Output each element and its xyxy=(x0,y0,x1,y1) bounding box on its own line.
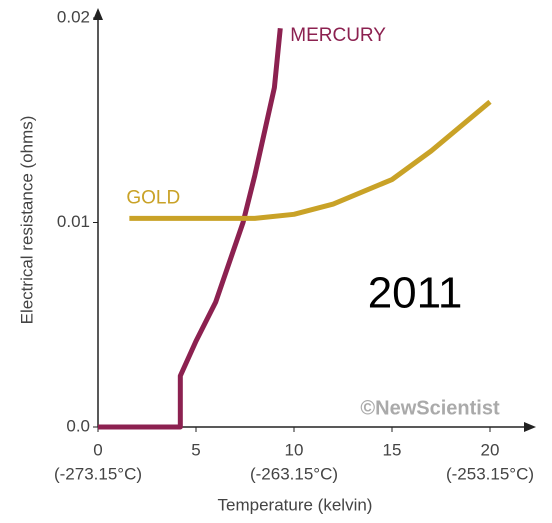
y-axis-label: Electrical resistance (ohms) xyxy=(17,116,36,325)
y-tick-label: 0.01 xyxy=(57,212,90,231)
x-tick-label: 5 xyxy=(191,440,200,459)
credit: ©NewScientist xyxy=(360,397,500,419)
x-tick-label: 20 xyxy=(481,440,500,459)
series-label: GOLD xyxy=(126,187,180,208)
y-tick-label: 0.0 xyxy=(66,416,90,435)
x-axis-label: Temperature (kelvin) xyxy=(218,495,373,514)
x-axis-arrow xyxy=(524,422,536,432)
x-tick-sublabel: (-273.15°C) xyxy=(54,464,142,483)
year-label: 2011 xyxy=(368,269,463,318)
y-tick-label: 0.02 xyxy=(57,7,90,26)
y-axis-arrow xyxy=(93,8,103,20)
x-tick-label: 10 xyxy=(285,440,304,459)
series-label: MERCURY xyxy=(290,25,386,46)
x-tick-sublabel: (-253.15°C) xyxy=(446,464,534,483)
x-tick-label: 0 xyxy=(93,440,102,459)
series-line xyxy=(98,27,283,430)
series-line xyxy=(129,99,492,221)
x-tick-sublabel: (-263.15°C) xyxy=(250,464,338,483)
x-tick-label: 15 xyxy=(383,440,402,459)
